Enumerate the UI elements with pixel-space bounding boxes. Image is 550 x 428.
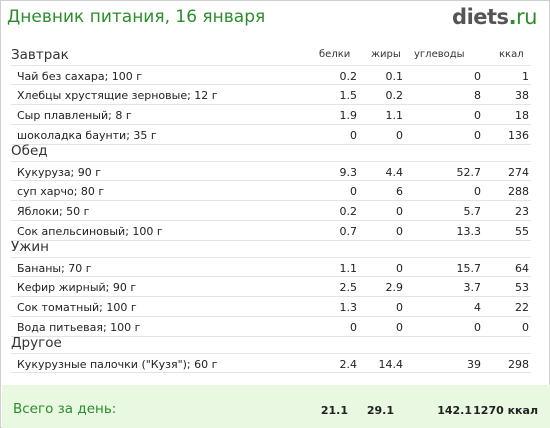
carbs-value: 0 [474, 70, 481, 83]
protein-value: 1.3 [339, 301, 358, 314]
carbs-value: 0 [474, 321, 481, 334]
food-name: Сыр плавленый; 8 г [17, 109, 132, 122]
food-row: Хлебцы хрустящие зерновые; 12 г 1.5 0.2 8 38 [11, 85, 531, 105]
fat-value: 0 [396, 301, 403, 314]
food-row: Сок апельсиновый; 100 г 0.7 0 13.3 55 [11, 221, 531, 241]
food-name: шоколадка баунти; 35 г [17, 129, 157, 142]
fat-value: 0 [396, 321, 403, 334]
protein-value: 0.7 [339, 225, 358, 238]
fat-value: 0.1 [385, 70, 404, 83]
total-kcal: 1270 ккал [473, 404, 538, 417]
food-name: Кукуруза; 90 г [17, 166, 102, 179]
kcal-value: 0 [522, 321, 529, 334]
meal-section-title: Завтрак [11, 47, 69, 63]
column-header-carbs: углеводы [414, 49, 465, 60]
food-row: Сок томатный; 100 г 1.3 0 4 22 [11, 297, 531, 317]
carbs-value: 4 [474, 301, 481, 314]
protein-value: 1.1 [339, 262, 358, 275]
food-name: Сок апельсиновый; 100 г [17, 225, 163, 238]
kcal-value: 22 [515, 301, 529, 314]
food-name: Сок томатный; 100 г [17, 301, 137, 314]
kcal-value: 274 [508, 166, 529, 179]
kcal-value: 23 [515, 205, 529, 218]
daily-total: Всего за день: 21.1 29.1 142.1 1270 ккал [2, 385, 550, 428]
kcal-value: 53 [515, 281, 529, 294]
carbs-value: 39 [467, 358, 481, 371]
carbs-value: 0 [474, 129, 481, 142]
carbs-value: 52.7 [456, 166, 482, 179]
food-name: Бананы; 70 г [17, 262, 92, 275]
total-protein: 21.1 [320, 404, 348, 417]
total-label: Всего за день: [13, 401, 117, 417]
fat-value: 0 [396, 129, 403, 142]
protein-value: 1.5 [339, 89, 358, 102]
column-header-protein: белки [319, 49, 351, 60]
food-row: шоколадка баунти; 35 г 0 0 0 136 [11, 125, 531, 145]
fat-value: 4.4 [385, 166, 404, 179]
food-name: Кукурузные палочки ("Кузя"); 60 г [17, 358, 218, 371]
kcal-value: 38 [515, 89, 529, 102]
fat-value: 6 [396, 185, 403, 198]
protein-value: 1.9 [339, 109, 358, 122]
fat-value: 0 [396, 262, 403, 275]
fat-value: 1.1 [385, 109, 404, 122]
logo-ru: ru [516, 5, 537, 29]
food-row: Бананы; 70 г 1.1 0 15.7 64 [11, 257, 531, 277]
protein-value: 0.2 [339, 205, 358, 218]
food-row: Вода питьевая; 100 г 0 0 0 0 [11, 317, 531, 337]
site-logo[interactable]: diets.ru [452, 5, 537, 29]
food-row: Кукуруза; 90 г 9.3 4.4 52.7 274 [11, 161, 531, 181]
food-row: суп харчо; 80 г 0 6 0 288 [11, 181, 531, 201]
kcal-value: 18 [515, 109, 529, 122]
meal-section-title: Обед [11, 143, 48, 159]
protein-value: 2.5 [339, 281, 358, 294]
total-fat: 29.1 [366, 404, 394, 417]
kcal-value: 136 [508, 129, 529, 142]
carbs-value: 3.7 [463, 281, 482, 294]
logo-dot: . [508, 5, 517, 29]
column-header-fat: жиры [371, 49, 401, 60]
food-row: Яблоки; 50 г 0.2 0 5.7 23 [11, 201, 531, 221]
protein-value: 0 [350, 185, 357, 198]
carbs-value: 5.7 [463, 205, 482, 218]
protein-value: 2.4 [339, 358, 358, 371]
fat-value: 0.2 [385, 89, 404, 102]
food-row: Кефир жирный; 90 г 2.5 2.9 3.7 53 [11, 277, 531, 297]
carbs-value: 0 [474, 185, 481, 198]
food-name: Вода питьевая; 100 г [17, 321, 141, 334]
food-name: Кефир жирный; 90 г [17, 281, 137, 294]
fat-value: 0 [396, 205, 403, 218]
kcal-value: 55 [515, 225, 529, 238]
meal-section-title: Другое [11, 335, 62, 351]
kcal-value: 1 [522, 70, 529, 83]
meal-section-title: Ужин [11, 239, 49, 255]
protein-value: 0.2 [339, 70, 358, 83]
total-carbs: 142.1 [437, 404, 472, 417]
kcal-value: 288 [508, 185, 529, 198]
food-name: Яблоки; 50 г [17, 205, 90, 218]
protein-value: 0 [350, 129, 357, 142]
protein-value: 0 [350, 321, 357, 334]
carbs-value: 13.3 [456, 225, 482, 238]
kcal-value: 298 [508, 358, 529, 371]
page-title: Дневник питания, 16 января [7, 7, 266, 27]
food-name: Хлебцы хрустящие зерновые; 12 г [17, 89, 218, 102]
carbs-value: 15.7 [456, 262, 482, 275]
food-name: суп харчо; 80 г [17, 185, 105, 198]
food-row: Чай без сахара; 100 г 0.2 0.1 0 1 [11, 65, 531, 85]
carbs-value: 8 [474, 89, 481, 102]
food-name: Чай без сахара; 100 г [17, 70, 143, 83]
column-header-kcal: ккал [499, 49, 524, 60]
kcal-value: 64 [515, 262, 529, 275]
fat-value: 0 [396, 225, 403, 238]
fat-value: 14.4 [378, 358, 404, 371]
carbs-value: 0 [474, 109, 481, 122]
fat-value: 2.9 [385, 281, 404, 294]
food-row: Сыр плавленый; 8 г 1.9 1.1 0 18 [11, 105, 531, 125]
protein-value: 9.3 [339, 166, 358, 179]
food-row: Кукурузные палочки ("Кузя"); 60 г 2.4 14.4… [11, 353, 531, 373]
logo-main: diets [452, 5, 509, 29]
